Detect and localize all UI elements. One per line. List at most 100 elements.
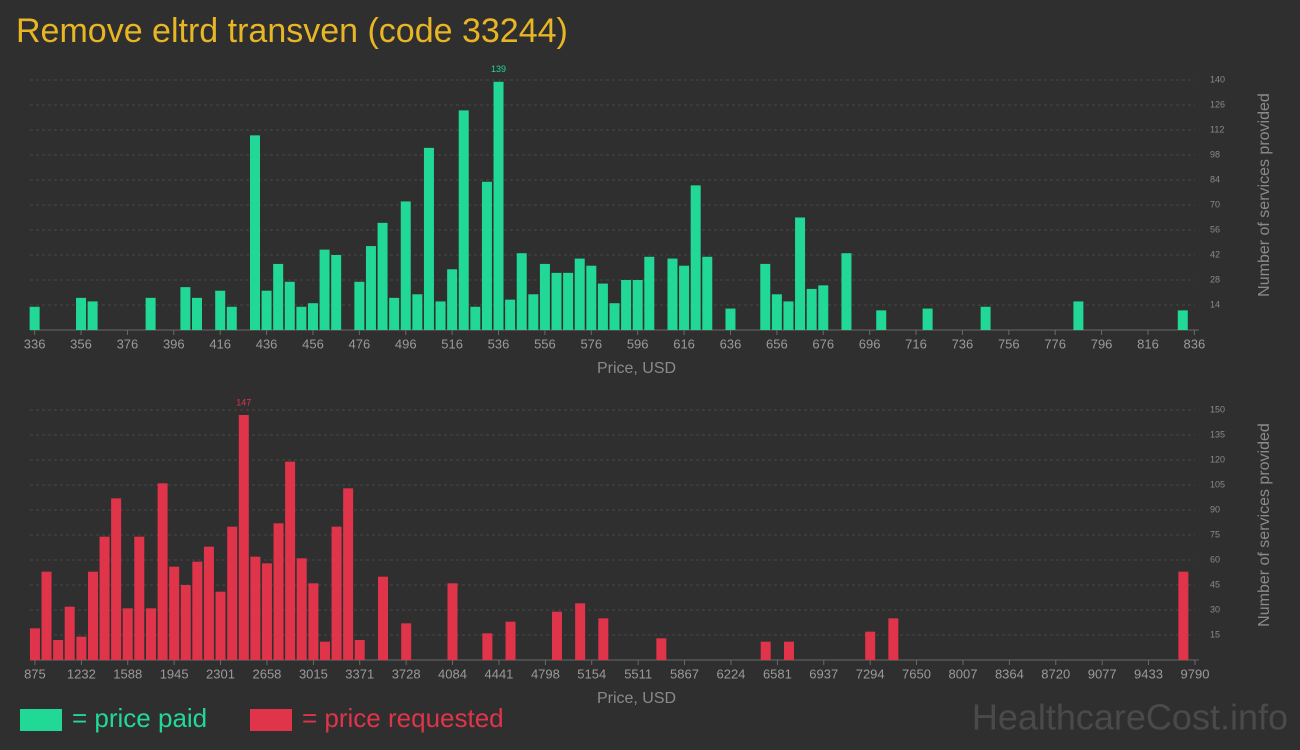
legend-label: = price paid — [72, 703, 207, 733]
bar — [261, 563, 272, 660]
x-tick-label: 6581 — [763, 666, 792, 681]
bar — [157, 483, 168, 660]
x-tick-label: 4084 — [438, 666, 467, 681]
x-tick-label: 1945 — [160, 666, 189, 681]
page-title: Remove eltrd transven (code 33244) — [16, 12, 568, 50]
bar — [227, 526, 238, 660]
bar — [99, 536, 110, 660]
x-tick-label: 9433 — [1134, 666, 1163, 681]
legend-label: = price requested — [302, 703, 504, 733]
bar — [470, 306, 481, 330]
bar — [482, 633, 493, 660]
bar — [331, 526, 342, 660]
bar — [401, 623, 412, 660]
y-tick-label: 140 — [1210, 74, 1225, 84]
bar — [145, 297, 156, 330]
y-tick-label: 30 — [1210, 604, 1220, 614]
x-tick-label: 376 — [117, 336, 139, 351]
bar — [551, 272, 562, 330]
bar — [505, 621, 516, 660]
bar — [29, 306, 40, 330]
x-tick-label: 676 — [812, 336, 834, 351]
x-tick-label: 8720 — [1041, 666, 1070, 681]
y-tick-label: 75 — [1210, 529, 1220, 539]
x-tick-label: 4441 — [484, 666, 513, 681]
bar — [76, 636, 87, 660]
bar — [563, 272, 574, 330]
x-tick-label: 7650 — [902, 666, 931, 681]
bar — [841, 253, 852, 330]
bar — [1073, 301, 1084, 330]
x-tick-label: 7294 — [856, 666, 885, 681]
bar — [876, 310, 887, 330]
x-axis-label: Price, USD — [597, 360, 676, 377]
y-tick-label: 70 — [1210, 199, 1220, 209]
bar — [215, 591, 226, 660]
bar — [922, 308, 933, 330]
bar — [87, 301, 98, 330]
bar — [180, 287, 191, 330]
bar — [679, 265, 690, 330]
x-tick-label: 3371 — [345, 666, 374, 681]
bar — [505, 299, 516, 330]
bar — [41, 571, 52, 660]
bar — [296, 558, 307, 660]
bar — [29, 628, 40, 660]
y-tick-label: 56 — [1210, 224, 1220, 234]
x-tick-label: 5154 — [577, 666, 606, 681]
bar — [273, 523, 284, 660]
bar — [760, 641, 771, 660]
bar — [122, 608, 133, 660]
x-tick-label: 816 — [1137, 336, 1159, 351]
bar — [343, 488, 354, 660]
y-tick-label: 150 — [1210, 404, 1225, 414]
max-value-label: 147 — [236, 397, 251, 407]
bar — [783, 301, 794, 330]
bar — [308, 583, 319, 660]
bar — [331, 255, 342, 330]
bar — [134, 536, 145, 660]
x-tick-label: 1232 — [67, 666, 96, 681]
bar — [76, 297, 87, 330]
x-tick-label: 696 — [859, 336, 881, 351]
bar — [249, 135, 260, 330]
x-tick-label: 456 — [302, 336, 324, 351]
bar — [980, 306, 991, 330]
bar — [667, 258, 678, 330]
y-tick-label: 135 — [1210, 429, 1225, 439]
y-tick-label: 112 — [1210, 124, 1224, 134]
bar — [795, 217, 806, 330]
bar — [238, 415, 249, 660]
watermark: HealthcareCost.info — [972, 697, 1288, 738]
bar — [598, 618, 609, 660]
bar — [180, 585, 191, 660]
bar — [644, 256, 655, 330]
bar — [412, 294, 423, 330]
x-tick-label: 656 — [766, 336, 788, 351]
bar — [447, 583, 458, 660]
y-tick-label: 120 — [1210, 454, 1225, 464]
x-tick-label: 2301 — [206, 666, 235, 681]
bar — [690, 185, 701, 330]
x-tick-label: 5867 — [670, 666, 699, 681]
bar — [319, 249, 330, 330]
bar — [169, 566, 180, 660]
bar — [1178, 571, 1189, 660]
bar — [377, 222, 388, 330]
x-tick-label: 596 — [627, 336, 649, 351]
bar — [400, 201, 411, 330]
legend-swatch — [20, 709, 62, 731]
bar — [64, 606, 75, 660]
y-tick-label: 28 — [1210, 274, 1220, 284]
y-tick-label: 14 — [1210, 299, 1220, 309]
x-tick-label: 716 — [905, 336, 927, 351]
bar — [203, 546, 214, 660]
y-tick-label: 98 — [1210, 149, 1220, 159]
y-tick-label: 90 — [1210, 504, 1220, 514]
x-tick-label: 9077 — [1088, 666, 1117, 681]
bar — [493, 81, 504, 331]
x-tick-label: 396 — [163, 336, 185, 351]
bar — [423, 147, 434, 330]
bar — [621, 280, 632, 330]
